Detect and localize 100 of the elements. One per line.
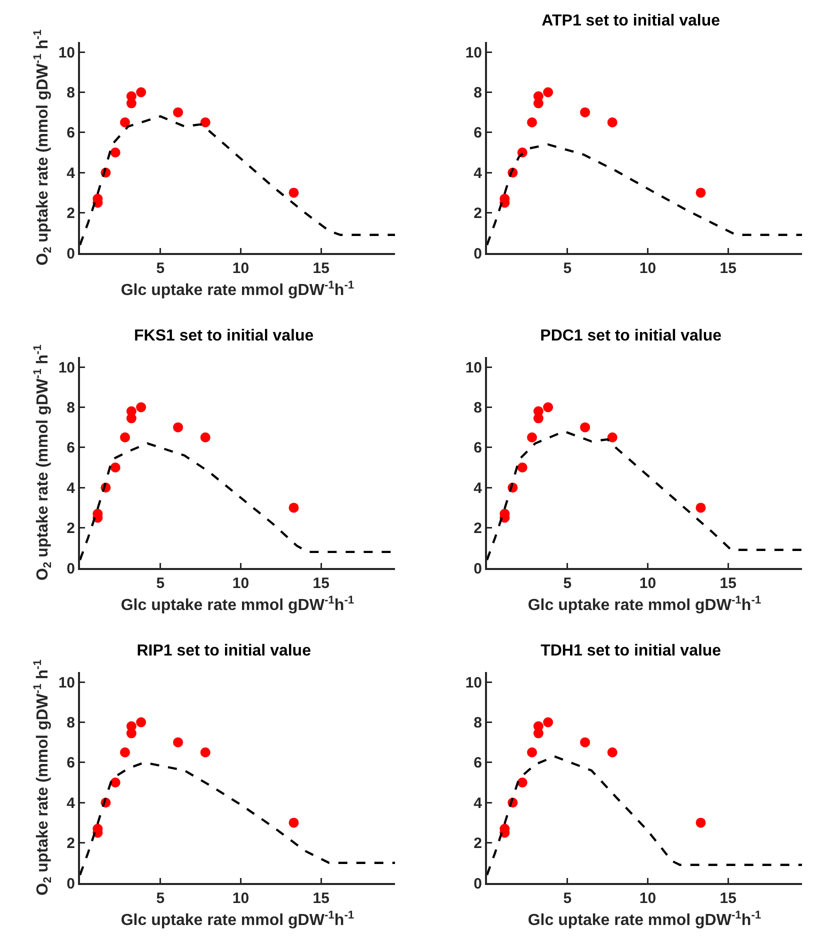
x-tick-label: 15: [312, 890, 330, 907]
point: [173, 107, 184, 118]
y-tick-label: 0: [474, 245, 482, 262]
x-tick-label: 15: [720, 890, 736, 907]
y-tick-label: 10: [465, 359, 482, 376]
x-axis-title: Glc uptake rate mmol gDW$^{-1}$h$^{-1}$: [528, 594, 762, 614]
point: [580, 107, 590, 118]
y-tick-label: 2: [474, 835, 482, 852]
x-tick-label: 5: [156, 260, 165, 277]
x-tick-label: 10: [639, 575, 656, 592]
point: [696, 818, 706, 828]
y-tick-label: 8: [66, 84, 75, 102]
point: [288, 818, 299, 828]
point: [527, 432, 537, 442]
y-tick-label: 10: [465, 44, 482, 62]
point: [200, 432, 210, 442]
y-tick-label: 6: [66, 754, 75, 772]
y-tick-label: 6: [474, 440, 482, 457]
x-tick-label: 15: [312, 260, 330, 277]
x-axis-title: Glc uptake rate mmol gDW$^{-1}$h$^{-1}$: [120, 909, 354, 930]
point: [200, 117, 210, 128]
y-tick-label: 4: [66, 164, 76, 182]
point: [126, 721, 136, 732]
y-tick-label: 8: [474, 84, 482, 102]
chart-title: RIP1 set to initial value: [136, 642, 312, 660]
point: [173, 422, 184, 432]
y-tick-label: 10: [58, 674, 75, 692]
point: [533, 406, 544, 416]
point: [696, 188, 706, 198]
x-tick-label: 10: [232, 575, 250, 592]
point: [607, 432, 618, 442]
point: [517, 778, 528, 788]
y-tick-label: 4: [474, 480, 483, 497]
x-tick-label: 5: [563, 890, 572, 907]
y-tick-label: 0: [474, 560, 482, 578]
point: [607, 117, 618, 128]
point: [126, 406, 136, 416]
point: [136, 402, 146, 412]
point: [288, 188, 299, 198]
line-series: [80, 761, 395, 876]
point: [120, 117, 130, 128]
x-axis-title: Glc uptake rate mmol gDW$^{-1}$h$^{-1}$: [120, 279, 354, 300]
point: [110, 778, 120, 788]
x-tick-label: 5: [156, 890, 165, 907]
x-tick-label: 10: [232, 890, 250, 907]
line-series: [487, 430, 802, 562]
point: [120, 747, 130, 758]
y-tick-label: 8: [66, 714, 75, 732]
point: [543, 87, 554, 98]
y-tick-label: 8: [474, 399, 482, 416]
point: [200, 747, 210, 758]
point: [580, 422, 590, 432]
y-tick-label: 6: [474, 754, 482, 772]
point: [543, 402, 554, 412]
point: [126, 91, 136, 102]
point: [288, 502, 299, 513]
point: [136, 87, 146, 98]
y-tick-label: 10: [58, 359, 75, 376]
x-tick-label: 10: [232, 260, 250, 277]
y-tick-label: 2: [66, 520, 75, 538]
x-axis-title: Glc uptake rate mmol gDW$^{-1}$h$^{-1}$: [120, 594, 354, 614]
point: [110, 148, 120, 158]
y-tick-label: 6: [66, 440, 75, 457]
x-tick-label: 15: [720, 575, 736, 592]
point: [110, 462, 120, 473]
x-tick-label: 15: [720, 260, 736, 277]
line-series: [487, 755, 802, 876]
point: [580, 737, 590, 748]
point: [696, 502, 706, 513]
point: [527, 747, 537, 758]
y-tick-label: 2: [474, 520, 482, 538]
point: [517, 462, 528, 473]
y-tick-label: 4: [474, 794, 483, 812]
point: [533, 91, 544, 102]
y-tick-label: 2: [66, 205, 75, 222]
y-tick-label: 6: [474, 124, 482, 142]
y-tick-label: 4: [66, 794, 76, 812]
y-tick-label: 2: [474, 205, 482, 222]
chart-title: ATP1 set to initial value: [542, 12, 720, 30]
y-tick-label: 10: [58, 44, 75, 62]
y-tick-label: 4: [474, 164, 483, 182]
y-tick-label: 4: [66, 480, 76, 497]
x-tick-label: 5: [156, 575, 165, 592]
point: [173, 737, 184, 748]
y-tick-label: 0: [66, 245, 75, 262]
point: [527, 117, 537, 128]
x-tick-label: 10: [639, 260, 656, 277]
y-tick-label: 8: [474, 714, 482, 732]
y-tick-label: 10: [465, 674, 482, 692]
point: [543, 717, 554, 728]
x-axis-title: Glc uptake rate mmol gDW$^{-1}$h$^{-1}$: [528, 909, 762, 930]
chart-title: FKS1 set to initial value: [134, 327, 314, 344]
y-tick-label: 0: [66, 560, 75, 578]
chart-title: PDC1 set to initial value: [540, 327, 722, 344]
point: [533, 721, 544, 732]
x-tick-label: 5: [563, 260, 572, 277]
y-tick-label: 6: [66, 124, 75, 142]
point: [120, 432, 130, 442]
y-tick-label: 0: [474, 875, 482, 892]
point: [607, 747, 618, 758]
